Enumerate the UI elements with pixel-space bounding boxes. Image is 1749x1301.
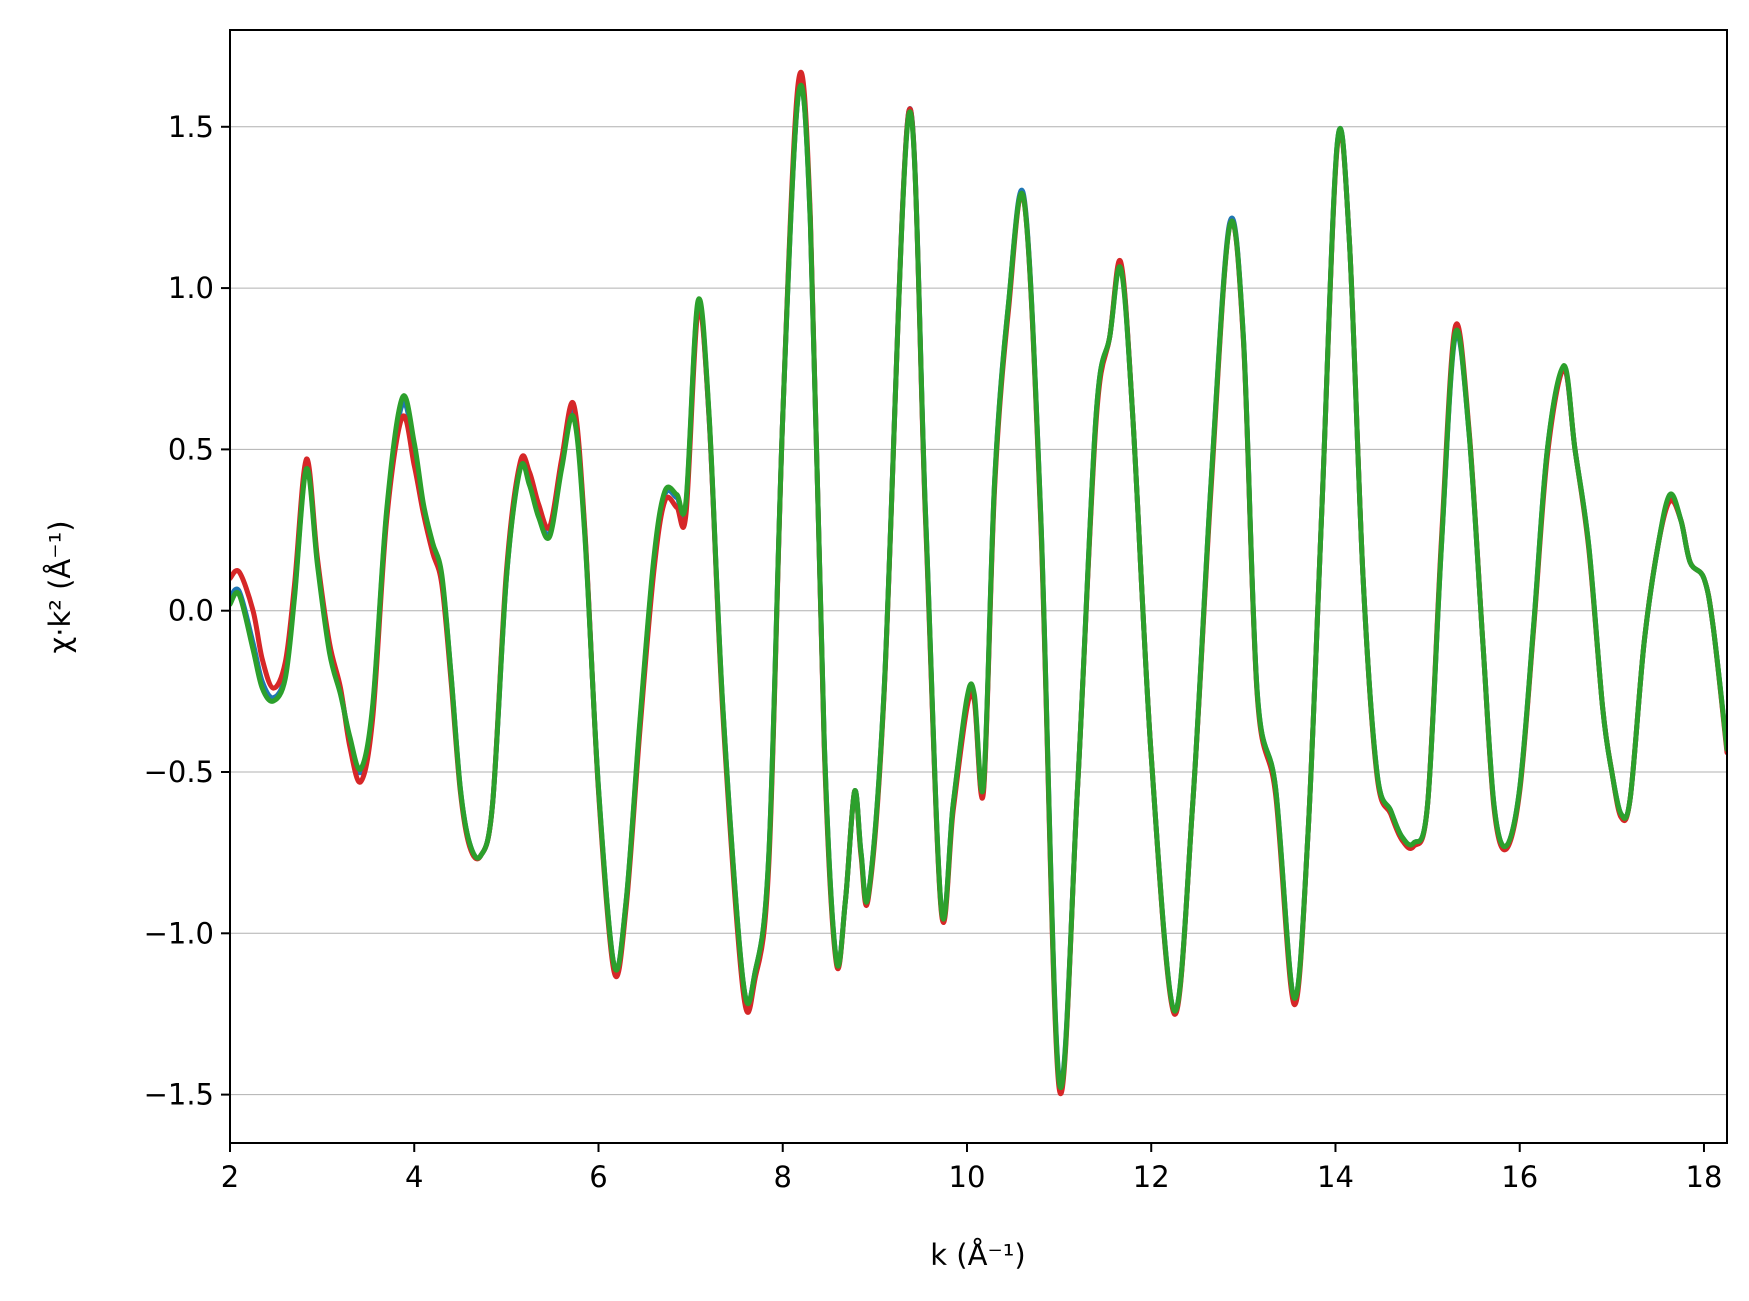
series-line-0 [230,82,1727,1087]
x-tick-label-6: 14 [1317,1160,1354,1194]
y-tick-label-4: 0.5 [168,432,214,466]
y-tick-label-6: 1.5 [168,110,214,144]
x-tick-label-2: 6 [589,1160,607,1194]
y-axis-label: χ·k² (Å⁻¹) [43,520,77,653]
x-tick-label-1: 4 [405,1160,423,1194]
plot-area [230,69,1727,1097]
y-axis: −1.5 −1.0 −0.5 0.0 0.5 1.0 1.5 [144,110,230,1112]
series-line-2 [230,82,1727,1091]
x-axis: 2 4 6 8 10 12 14 16 18 [221,1143,1723,1194]
grid-lines [230,126,1727,1096]
x-axis-label: k (Å⁻¹) [930,1238,1025,1272]
x-tick-label-5: 12 [1133,1160,1170,1194]
x-tick-label-0: 2 [221,1160,239,1194]
x-tick-label-3: 8 [774,1160,792,1194]
y-tick-label-2: −0.5 [144,755,214,789]
x-tick-label-7: 16 [1501,1160,1538,1194]
axes-frame [229,29,1728,1144]
series-line-1 [230,69,1727,1097]
x-tick-label-8: 18 [1686,1160,1723,1194]
y-tick-label-1: −1.0 [144,916,214,950]
x-tick-label-4: 10 [949,1160,986,1194]
y-tick-label-3: 0.0 [168,594,214,628]
y-tick-label-0: −1.5 [144,1078,214,1112]
y-tick-label-5: 1.0 [168,271,214,305]
